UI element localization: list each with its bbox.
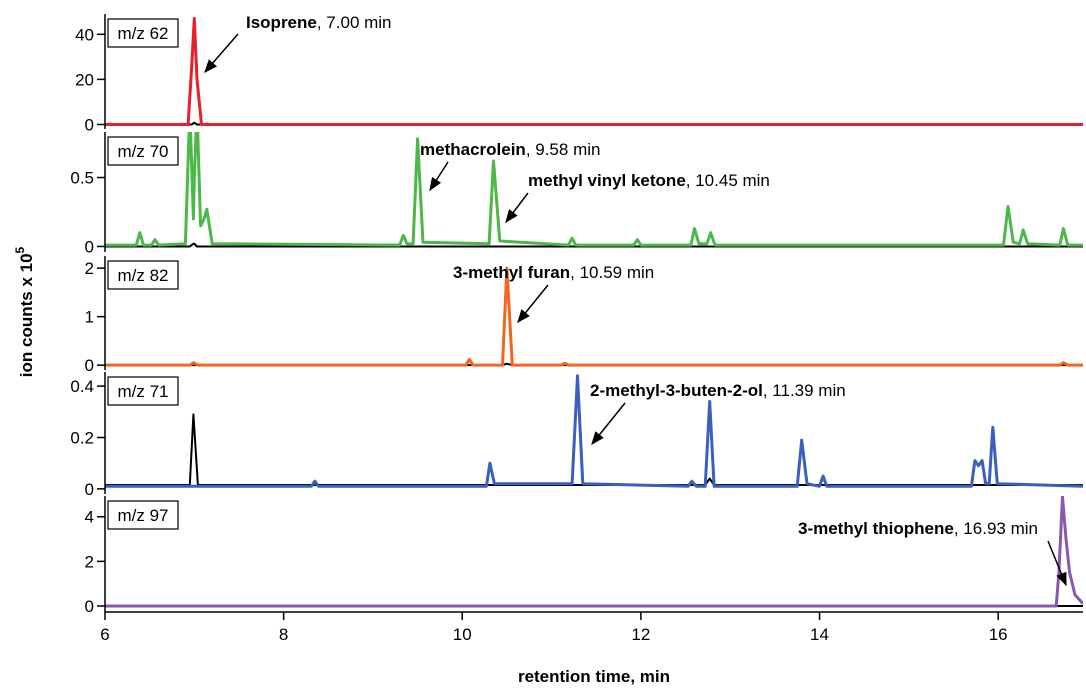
annotation: methyl vinyl ketone, 10.45 min <box>528 171 770 190</box>
panel-label: m/z 70 <box>117 142 168 161</box>
annotation-arrow <box>505 192 529 224</box>
y-tick-label: 0 <box>85 480 94 499</box>
panel-label: m/z 62 <box>117 24 168 43</box>
x-tick-label: 14 <box>810 625 829 644</box>
y-tick-label: 0 <box>85 356 94 375</box>
annotation-compound: 2-methyl-3-buten-2-ol <box>590 381 763 400</box>
annotation-arrow <box>204 33 239 74</box>
y-tick-label: 0.2 <box>70 428 94 447</box>
panel <box>105 496 1083 608</box>
x-tick-label: 10 <box>453 625 472 644</box>
annotation-compound: 3-methyl thiophene <box>798 519 954 538</box>
y-tick-label: 2 <box>85 259 94 278</box>
annotation-detail: , 9.58 min <box>526 140 601 159</box>
y-tick-label: 1 <box>85 308 94 327</box>
x-tick-label: 12 <box>631 625 650 644</box>
annotation-arrow <box>1047 540 1067 587</box>
trace <box>105 242 1083 248</box>
annotation-compound: 3-methyl furan <box>453 263 570 282</box>
panel <box>105 132 1083 248</box>
annotation-arrow <box>517 284 549 324</box>
y-tick-label: 0 <box>85 115 94 134</box>
panel <box>105 17 1083 126</box>
y-tick-label: 0.5 <box>70 169 94 188</box>
x-tick-label: 6 <box>100 625 109 644</box>
trace <box>105 413 1083 486</box>
annotation-arrow <box>429 161 449 192</box>
trace <box>105 266 1083 367</box>
y-label-text: ion counts x 10 <box>17 253 36 377</box>
trace <box>105 17 1083 126</box>
y-tick-label: 20 <box>75 70 94 89</box>
annotation-detail: , 10.45 min <box>686 171 770 190</box>
panel-label-box <box>107 376 179 406</box>
panel-label-box <box>107 260 179 290</box>
y-label-exponent: 5 <box>13 246 27 253</box>
panel-label: m/z 82 <box>117 266 168 285</box>
trace <box>105 374 1083 488</box>
y-tick-label: 40 <box>75 25 94 44</box>
trace <box>105 132 1083 247</box>
y-tick-label: 4 <box>85 508 94 527</box>
annotation-detail: , 11.39 min <box>763 381 846 400</box>
x-tick-label: 8 <box>279 625 288 644</box>
annotation-detail: , 7.00 min <box>317 13 392 32</box>
y-tick-label: 0 <box>85 237 94 256</box>
annotation-detail: , 16.93 min <box>954 519 1038 538</box>
panel-label-box <box>107 136 179 166</box>
y-tick-label: 0.4 <box>70 377 94 396</box>
trace <box>105 496 1083 608</box>
y-axis-label: ion counts x 105 <box>13 246 36 377</box>
annotation-compound: methyl vinyl ketone <box>528 171 686 190</box>
annotation: 3-methyl thiophene, 16.93 min <box>798 519 1038 538</box>
panel-label: m/z 71 <box>117 382 168 401</box>
panel-label-box <box>107 500 179 530</box>
annotation: Isoprene, 7.00 min <box>246 13 392 32</box>
x-axis-label: retention time, min <box>518 667 670 686</box>
panel <box>105 374 1083 488</box>
annotation-compound: Isoprene <box>246 13 317 32</box>
annotation-compound: methacrolein <box>420 140 526 159</box>
annotation: 2-methyl-3-buten-2-ol, 11.39 min <box>590 381 846 400</box>
panel-label-box <box>107 18 179 48</box>
panel-label: m/z 97 <box>117 506 168 525</box>
y-tick-label: 2 <box>85 552 94 571</box>
x-tick-label: 16 <box>989 625 1008 644</box>
annotation-arrow <box>591 402 626 446</box>
annotation: methacrolein, 9.58 min <box>420 140 600 159</box>
panel <box>105 266 1083 367</box>
annotation-detail: , 10.59 min <box>570 263 654 282</box>
annotation: 3-methyl furan, 10.59 min <box>453 263 654 282</box>
y-tick-label: 0 <box>85 597 94 616</box>
